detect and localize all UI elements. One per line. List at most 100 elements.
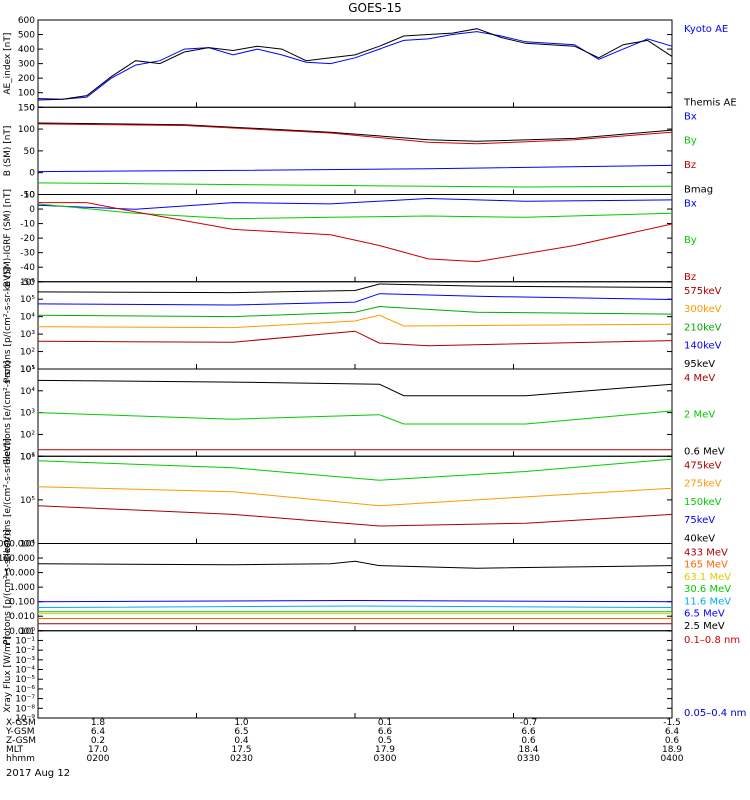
ephemeris-value: 0.6 bbox=[521, 736, 536, 746]
y-tick-label: 100 bbox=[18, 125, 35, 135]
ephemeris-value: 18.4 bbox=[518, 745, 538, 755]
y-tick-label: 1000.000 bbox=[0, 540, 35, 550]
y-tick-label: 10⁻⁷ bbox=[15, 695, 35, 705]
panel-frame bbox=[37, 19, 673, 108]
ephemeris-value: 1.0 bbox=[234, 718, 249, 728]
y-tick-label: 10⁻⁴ bbox=[15, 666, 35, 676]
ephemeris-value: -1.5 bbox=[663, 718, 681, 728]
y-tick-label: 10⁶ bbox=[20, 278, 35, 288]
legend-entry: Bmag bbox=[684, 185, 713, 196]
series-line-bmag bbox=[37, 122, 673, 142]
ephemeris-value: 6.5 bbox=[234, 727, 248, 737]
y-tick-label: 10³ bbox=[20, 330, 35, 340]
panel-frame bbox=[37, 194, 673, 283]
y-tick-label: 10² bbox=[20, 348, 35, 358]
y-tick-label: 10⁴ bbox=[20, 540, 35, 550]
series-line-150kev bbox=[37, 505, 673, 527]
y-tick-label: 10⁻⁹ bbox=[15, 714, 35, 724]
ephemeris-value: 0.1 bbox=[378, 718, 392, 728]
series-line-bz bbox=[38, 202, 673, 263]
y-tick-label: -50 bbox=[20, 191, 35, 201]
y-tick-label: 10³ bbox=[20, 409, 35, 419]
legend-entry: Bx bbox=[684, 111, 697, 122]
panel-frame bbox=[37, 106, 673, 195]
series-line-by bbox=[37, 182, 673, 188]
y-tick-label: 10⁶ bbox=[20, 452, 35, 462]
y-axis-label: Electrons [e/(cm²-s-sr)] bbox=[3, 361, 13, 465]
panel-7: 0.001 0.010 0.100 1.000 10.000 100.000 1000.00… bbox=[0, 529, 731, 645]
ephemeris-value: 6.4 bbox=[91, 727, 106, 737]
y-tick-label: 1.000 bbox=[9, 583, 35, 593]
ephemeris-value: 0330 bbox=[517, 754, 540, 764]
ephemeris-value: 6.6 bbox=[521, 727, 536, 737]
legend-entry: 6.5 MeV bbox=[684, 609, 725, 620]
legend-entry: 0.6 MeV bbox=[684, 446, 725, 457]
y-tick-label: 0.100 bbox=[9, 598, 35, 608]
series-line-300kev bbox=[37, 314, 673, 329]
y-tick-label: 10.000 bbox=[4, 569, 36, 579]
ephemeris-value: 0.2 bbox=[91, 736, 105, 746]
series-line-2-5-mev bbox=[37, 560, 673, 569]
y-tick-label: 10⁻⁸ bbox=[15, 704, 35, 714]
y-axis-label: Xray Flux [W/m²] bbox=[3, 636, 13, 712]
legend-entry: 300keV bbox=[684, 304, 722, 315]
ephemeris-value: 0200 bbox=[87, 754, 110, 764]
ephemeris-row-label: Y-GSM bbox=[5, 727, 34, 737]
legend-entry: 475keV bbox=[684, 460, 722, 471]
legend-entry: Bx bbox=[684, 199, 697, 210]
ephemeris-value: 18.9 bbox=[662, 745, 682, 755]
panel-frame bbox=[37, 543, 673, 632]
panel-frame bbox=[37, 455, 673, 544]
series-line-95kev bbox=[37, 283, 673, 294]
legend-entry: 0.05–0.4 nm bbox=[684, 708, 746, 719]
legend-entry: 75keV bbox=[684, 515, 715, 526]
y-tick-label: 10⁴ bbox=[20, 387, 35, 397]
y-tick-label: 10⁵ bbox=[20, 365, 35, 375]
series-line-bz bbox=[37, 123, 673, 145]
y-tick-label: -40 bbox=[20, 263, 35, 273]
legend-entry: 95keV bbox=[684, 359, 715, 370]
ephemeris-value: 17.5 bbox=[231, 745, 251, 755]
panel-frame bbox=[37, 368, 673, 457]
panel-1: 0 100 200 300 400 500 600 AE_index [nT] Kyoto AE… bbox=[3, 16, 737, 113]
legend-entry: Themis AE bbox=[683, 97, 737, 108]
series-line-6-5-mev bbox=[37, 599, 673, 603]
panel-frame bbox=[37, 630, 673, 719]
y-axis-label: AE_index [nT] bbox=[3, 33, 13, 95]
ephemeris-row-label: X-GSM bbox=[6, 718, 36, 728]
legend-entry: 433 MeV bbox=[684, 548, 728, 559]
ephemeris-value: 0300 bbox=[374, 754, 397, 764]
panel-3: -50 -40 -30 -20 -10 0 10 B (SM)-IGRF (SM) [nT] B… bbox=[3, 189, 697, 288]
y-tick-label: -20 bbox=[20, 234, 35, 244]
legend-entry: 30.6 MeV bbox=[684, 584, 731, 595]
legend-entry: 140keV bbox=[684, 341, 722, 352]
legend-entry: 63.1 MeV bbox=[684, 572, 731, 583]
y-tick-label: 50 bbox=[24, 147, 36, 157]
series-line-575kev bbox=[37, 330, 673, 347]
panel-5: 10¹ 10² 10³ 10⁴ 10⁵ Electrons [e/(cm²-s-sr)] 4… bbox=[3, 361, 725, 465]
y-tick-label: 10 bbox=[24, 191, 36, 201]
y-tick-label: 10² bbox=[20, 430, 35, 440]
y-tick-label: 10⁵ bbox=[20, 295, 35, 305]
legend-entry: 2 MeV bbox=[684, 410, 715, 421]
y-axis-label: Protons [p/(cm²-s-sr-keV)] bbox=[3, 268, 13, 384]
legend-entry: 150keV bbox=[684, 497, 722, 508]
ephemeris-value: 0.6 bbox=[665, 736, 680, 746]
y-tick-label: 10¹ bbox=[20, 365, 35, 375]
y-tick-label: 0 bbox=[29, 169, 35, 179]
ephemeris-row-label: MLT bbox=[6, 745, 24, 755]
y-tick-label: 300 bbox=[18, 60, 35, 70]
y-tick-label: 10¹ bbox=[20, 452, 35, 462]
legend-entry: 165 MeV bbox=[684, 560, 728, 571]
plot-title: GOES-15 bbox=[348, 1, 402, 15]
panel-frame bbox=[37, 281, 673, 370]
legend-entry: Bz bbox=[684, 160, 696, 171]
series-line-themis-ae bbox=[37, 28, 673, 101]
series-line-0-6-mev bbox=[37, 379, 673, 397]
series-line-40kev bbox=[37, 458, 673, 481]
y-tick-label: -50 bbox=[20, 278, 35, 288]
series-line-210kev bbox=[37, 305, 673, 318]
legend-entry: 210keV bbox=[684, 322, 722, 333]
y-tick-label: 10⁵ bbox=[20, 496, 35, 506]
